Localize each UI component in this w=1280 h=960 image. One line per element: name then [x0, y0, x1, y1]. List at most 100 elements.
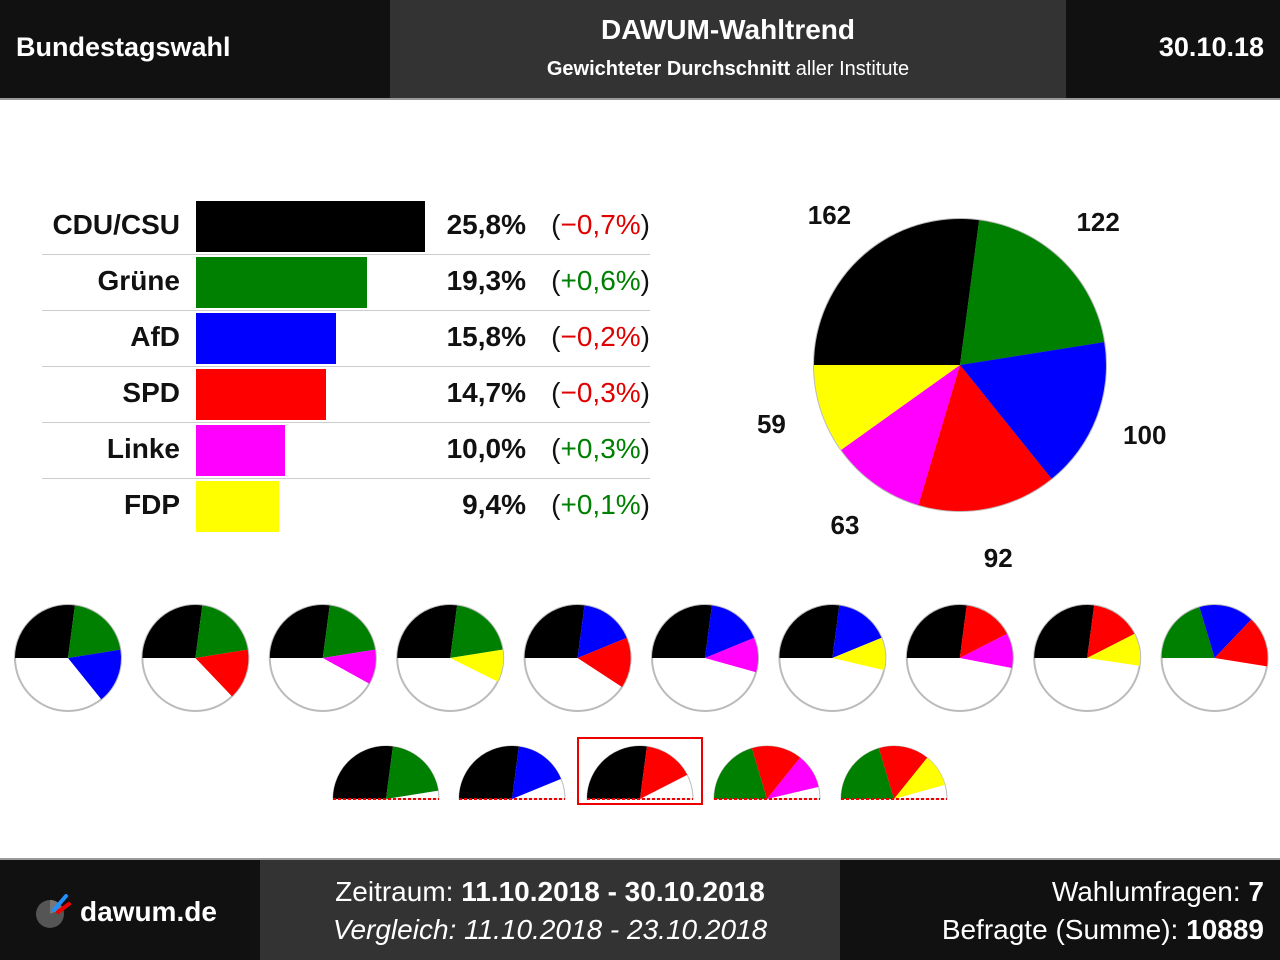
seat-label: 92	[983, 543, 1013, 574]
pie-slice	[814, 219, 980, 365]
coalition-slice	[652, 605, 712, 658]
bar	[196, 425, 285, 476]
change-label: (+0,6%)	[551, 265, 650, 296]
compare-line: Vergleich: 11.10.2018 - 23.10.2018	[260, 914, 840, 946]
pie-slice	[960, 220, 1105, 365]
seat-label: 59	[756, 409, 786, 440]
change-label: (+0,1%)	[551, 489, 650, 520]
coalition-slice	[68, 649, 121, 700]
chart-subtitle: Gewichteter Durchschnitt aller Institute	[390, 58, 1066, 81]
bar	[196, 257, 368, 308]
coalition-slice	[959, 605, 1007, 658]
seat-pie-chart	[813, 218, 1107, 512]
coalition-slice	[195, 649, 249, 697]
respondents-label: Befragte (Summe):	[941, 914, 1187, 945]
coalition-slice	[714, 748, 767, 799]
coalition-slice	[640, 746, 688, 799]
coalition-pie	[905, 604, 1014, 712]
pie-slice	[814, 365, 960, 450]
header-center: DAWUM-Wahltrend Gewichteter Durchschnitt…	[390, 0, 1066, 98]
change-label: (−0,2%)	[551, 321, 650, 352]
row-separator	[42, 422, 650, 423]
party-label: FDP	[124, 489, 180, 520]
coalition-slice	[705, 637, 758, 673]
site-link[interactable]: dawum.de	[80, 896, 217, 927]
value-label: 15,8%	[446, 321, 526, 352]
coalition-slice	[450, 605, 503, 658]
seat-label: 63	[830, 510, 860, 541]
coalition-slice	[832, 605, 882, 658]
coalition-pie	[651, 604, 759, 712]
coalition-slice	[587, 746, 647, 799]
period-line: Zeitraum: 11.10.2018 - 30.10.2018	[260, 876, 840, 908]
bar-row: Grüne 19,3% (+0,6%)	[42, 255, 650, 311]
coalition-slice	[894, 757, 946, 799]
seat-label: 122	[1076, 207, 1120, 238]
coalition-slice	[832, 637, 886, 671]
coalition-pie	[1033, 604, 1142, 712]
value-label: 25,8%	[446, 209, 526, 240]
coalition-slice	[1214, 619, 1268, 667]
bar-row: Linke 10,0% (+0,3%)	[42, 423, 650, 479]
value-label: 10,0%	[446, 433, 526, 464]
chart-date: 30.10.18	[1158, 32, 1264, 62]
coalition-slice	[269, 605, 330, 658]
coalition-slice	[878, 746, 928, 799]
coalition-slice	[1034, 605, 1095, 658]
change-label: (−0,3%)	[551, 377, 650, 408]
change-label: (+0,3%)	[551, 433, 650, 464]
coalition-slice	[1087, 605, 1135, 658]
coalition-slice	[767, 757, 819, 799]
bar	[196, 481, 280, 532]
header-left: Bundestagswahl	[0, 0, 390, 98]
coalition-pie	[141, 604, 250, 712]
party-label: SPD	[122, 377, 180, 408]
bar	[196, 201, 425, 252]
election-title: Bundestagswahl	[16, 32, 231, 62]
party-label: AfD	[130, 321, 180, 352]
dawum-logo-icon	[36, 894, 71, 928]
coalition-slice	[142, 605, 203, 658]
coalition-slice	[322, 605, 376, 658]
respondents-value: 10889	[1186, 914, 1264, 945]
coalition-slice	[705, 605, 755, 658]
row-separator	[42, 310, 650, 311]
coalition-slice	[577, 605, 627, 658]
coalition-slice	[1161, 607, 1215, 658]
coalition-slice	[386, 746, 439, 799]
coalition-slice	[841, 748, 894, 799]
coalition-slice	[577, 637, 631, 687]
coalition-slice	[397, 605, 458, 658]
pie-slice	[918, 365, 1052, 512]
footer-stats: Wahlumfragen: 7 Befragte (Summe): 10889	[840, 860, 1280, 960]
period-value: 11.10.2018 - 30.10.2018	[461, 876, 765, 907]
coalition-pie	[458, 745, 566, 800]
compare-label: Vergleich:	[332, 914, 465, 945]
coalition-pie	[396, 604, 505, 712]
coalition-slice	[959, 633, 1013, 668]
seat-label: 162	[807, 200, 852, 231]
coalition-slice	[322, 649, 376, 684]
coalition-slice	[1087, 633, 1141, 666]
coalition-pie	[713, 745, 821, 800]
coalition-slice	[15, 605, 75, 658]
coalition-slice	[68, 605, 121, 658]
highlight-box	[577, 737, 703, 805]
coalition-slice	[512, 746, 562, 799]
seat-label: 100	[1123, 420, 1167, 451]
bar	[196, 369, 327, 420]
subtitle-bold: Gewichteter Durchschnitt	[546, 58, 791, 80]
coalition-pie	[1160, 604, 1269, 712]
coalition-slice	[906, 605, 967, 658]
value-label: 9,4%	[462, 489, 526, 520]
value-label: 14,7%	[446, 377, 526, 408]
coalition-slice	[779, 605, 840, 658]
polls-line: Wahlumfragen: 7	[1052, 876, 1264, 908]
coalition-pie	[586, 745, 694, 800]
coalition-pie	[14, 604, 122, 712]
polls-label: Wahlumfragen:	[1051, 876, 1249, 907]
coalition-slice	[333, 746, 393, 799]
row-separator	[42, 478, 650, 479]
coalition-charts	[14, 604, 1269, 805]
footer-left[interactable]: dawum.de	[0, 860, 260, 960]
